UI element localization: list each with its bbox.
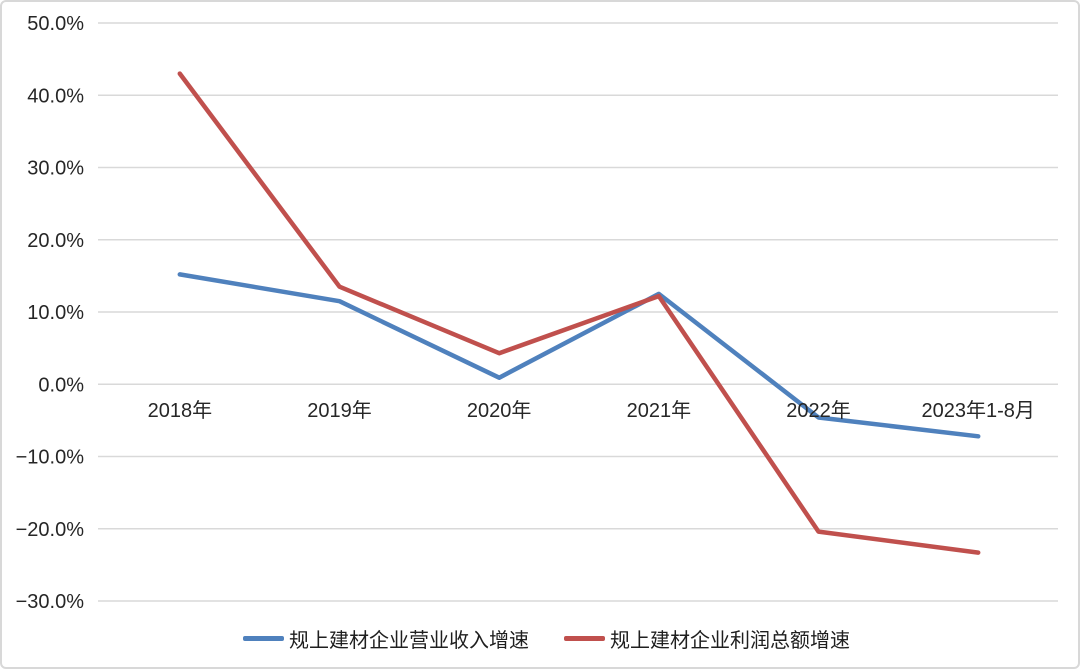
y-axis-tick-label: 10.0% bbox=[27, 302, 84, 324]
chart-legend: 规上建材企业营业收入增速 规上建材企业利润总额增速 bbox=[243, 624, 850, 653]
legend-line-sample-blue bbox=[243, 635, 284, 641]
y-axis-tick-label: 30.0% bbox=[27, 158, 84, 180]
y-axis-tick-label: −30.0% bbox=[16, 591, 85, 613]
y-axis-tick-label: −10.0% bbox=[16, 447, 85, 469]
series-line-1 bbox=[177, 71, 981, 555]
x-axis-category-label: 2021年 bbox=[627, 399, 692, 422]
x-axis-category-label: 2020年 bbox=[467, 399, 532, 422]
y-axis-tick-label: 20.0% bbox=[27, 230, 84, 252]
y-axis-tick-label: 40.0% bbox=[27, 85, 84, 107]
x-axis-category-label: 2018年 bbox=[148, 399, 213, 422]
y-axis-tick-label: 0.0% bbox=[38, 374, 84, 396]
x-axis-category-label: 2022年 bbox=[786, 399, 851, 422]
y-axis-tick-label: 50.0% bbox=[27, 13, 84, 35]
legend-item-profit: 规上建材企业利润总额增速 bbox=[564, 624, 850, 653]
y-axis-tick-label: −20.0% bbox=[16, 519, 85, 541]
x-axis-category-label: 2019年 bbox=[307, 399, 372, 422]
series-line-0 bbox=[177, 272, 981, 439]
legend-label-revenue: 规上建材企业营业收入增速 bbox=[289, 629, 529, 652]
legend-line-sample-red bbox=[564, 635, 605, 641]
legend-item-revenue: 规上建材企业营业收入增速 bbox=[243, 624, 529, 653]
legend-label-profit: 规上建材企业利润总额增速 bbox=[610, 629, 850, 652]
x-axis-category-label: 2023年1-8月 bbox=[921, 399, 1034, 422]
